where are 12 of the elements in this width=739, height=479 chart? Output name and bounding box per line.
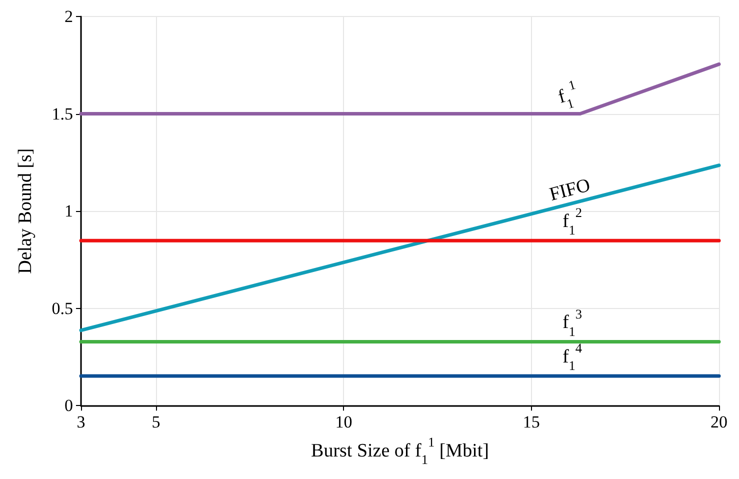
x-tick-label: 5 [152, 412, 160, 432]
x-tick-label: 15 [522, 412, 540, 432]
y-tick-label: 1 [64, 202, 73, 221]
text: FIFO [547, 174, 592, 206]
y-tick-label: 1.5 [52, 104, 73, 124]
y-tick-label: 0 [64, 396, 73, 416]
y-tick-label: 0.5 [52, 298, 73, 318]
x-tick-label: 3 [76, 412, 86, 432]
x-tick-label: 20 [710, 412, 728, 432]
y-axis-title: Delay Bound [s] [15, 148, 36, 274]
y-tick-label: 2 [64, 7, 73, 26]
x-tick-label: 10 [335, 412, 352, 432]
